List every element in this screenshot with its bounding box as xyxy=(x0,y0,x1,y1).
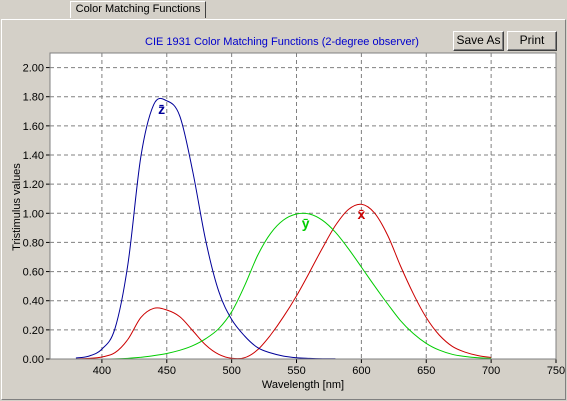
chart-title: CIE 1931 Color Matching Functions (2-deg… xyxy=(145,36,419,48)
y-tick-label: 1.40 xyxy=(23,150,44,162)
tab-strip: Color Matching Functions xyxy=(0,0,567,19)
x-tick-label: 550 xyxy=(287,365,305,377)
tab-color-matching-functions[interactable]: Color Matching Functions xyxy=(70,1,206,18)
y-tick-label: 1.60 xyxy=(23,121,44,133)
x-bar-label: x̄ xyxy=(357,206,365,222)
y-tick-label: 0.40 xyxy=(23,296,44,308)
x-axis-label: Wavelength [nm] xyxy=(262,379,344,391)
y-tick-label: 1.00 xyxy=(23,208,44,220)
z-bar-label: z̄ xyxy=(158,101,165,117)
x-tick-label: 750 xyxy=(547,365,565,377)
plot-area xyxy=(50,53,556,359)
x-axis: 400 450 500 550 600 650 700 750 xyxy=(93,359,565,377)
y-tick-label: 0.80 xyxy=(23,237,44,249)
save-as-button[interactable]: Save As xyxy=(453,31,504,51)
y-tick-label: 1.80 xyxy=(23,92,44,104)
curve-labels: z̄ ȳ x̄ xyxy=(158,101,365,231)
x-bar-curve xyxy=(75,203,492,360)
grid xyxy=(50,53,556,359)
y-tick-label: 2.00 xyxy=(23,63,44,75)
series-layer xyxy=(75,97,492,360)
print-button[interactable]: Print xyxy=(507,31,557,51)
x-tick-label: 650 xyxy=(417,365,435,377)
y-tick-label: 0.00 xyxy=(23,354,44,366)
plot-frame xyxy=(49,52,557,360)
x-tick-label: 400 xyxy=(93,365,111,377)
x-tick-label: 700 xyxy=(482,365,500,377)
x-tick-label: 450 xyxy=(158,365,176,377)
z-bar-curve xyxy=(75,97,336,360)
x-tick-label: 500 xyxy=(222,365,240,377)
x-tick-label: 600 xyxy=(352,365,370,377)
y-axis-label: Tristimulus values xyxy=(11,163,23,251)
y-axis: 0.00 0.20 0.40 0.60 0.80 1.00 1.20 1.40 1.60 1.80… xyxy=(23,63,50,366)
y-tick-label: 0.60 xyxy=(23,267,44,279)
y-tick-label: 0.20 xyxy=(23,325,44,337)
y-bar-curve xyxy=(75,212,492,360)
y-tick-label: 1.20 xyxy=(23,179,44,191)
y-bar-label: ȳ xyxy=(302,215,310,231)
